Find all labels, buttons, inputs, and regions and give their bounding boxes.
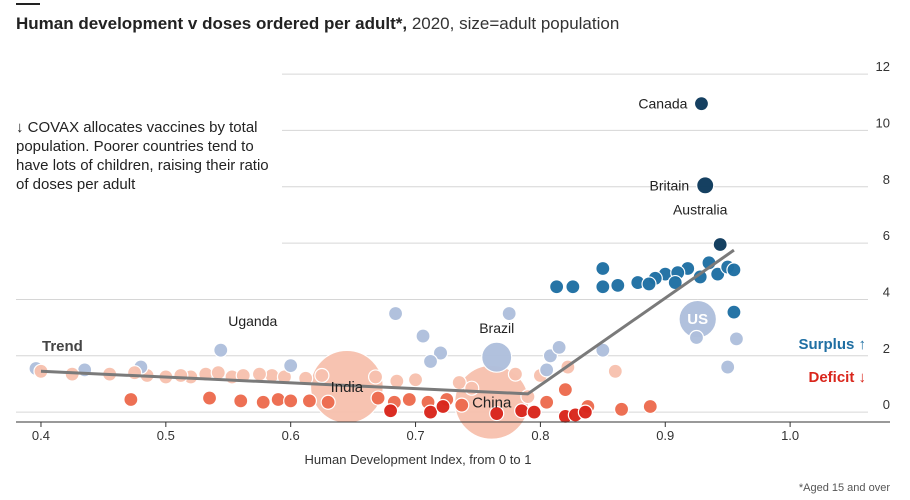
bubble [464, 380, 480, 396]
chart-title: Human development v doses ordered per ad… [16, 14, 619, 34]
bubble [422, 404, 439, 420]
bubble [367, 369, 384, 385]
bubble [501, 305, 517, 322]
bubble [557, 382, 573, 398]
bubble [454, 397, 470, 413]
bubble [565, 279, 581, 295]
legend-surplus: Surplus ↑ [798, 336, 866, 353]
bubble-britain [696, 176, 715, 195]
bubble [720, 359, 736, 375]
bubble [489, 405, 505, 422]
bubble [641, 276, 657, 292]
bubble [432, 345, 449, 361]
bubble [526, 404, 542, 420]
bubble-canada [693, 96, 710, 112]
bubble [726, 262, 742, 278]
x-tick-label: 0.7 [407, 428, 425, 443]
bubble [210, 365, 226, 381]
label-canada: Canada [638, 96, 687, 112]
y-tick-label: 8 [883, 172, 890, 187]
bubble [422, 353, 439, 370]
bubble [595, 260, 611, 277]
bubble [301, 393, 318, 409]
bubble [642, 398, 658, 415]
x-tick-label: 0.8 [531, 428, 549, 443]
bubble [255, 394, 271, 410]
x-tick-label: 0.9 [656, 428, 674, 443]
label-brazil: Brazil [479, 320, 514, 336]
y-tick-label: 12 [876, 59, 890, 74]
bubble [595, 279, 611, 295]
y-tick-label: 6 [883, 228, 890, 243]
bubble [415, 328, 431, 344]
bubble [320, 394, 336, 410]
bubble [539, 394, 555, 410]
bubble [251, 366, 268, 382]
bubble [688, 329, 705, 346]
bubble [610, 277, 626, 293]
label-uganda: Uganda [228, 313, 277, 329]
bubble [549, 279, 565, 295]
bubble [401, 391, 417, 408]
bubble [726, 304, 742, 320]
trend-line-group: Trend [40, 248, 735, 396]
bubble [382, 403, 399, 419]
axes: 0 2 4 6 8 10 12 0.4 0.5 0.6 0.7 0.8 0.9 1.0 Human Deve… [16, 59, 890, 467]
bubble [728, 331, 745, 347]
bubble [451, 374, 467, 391]
label-india: India [331, 379, 364, 396]
bubble [298, 370, 314, 386]
y-tick-label: 10 [876, 115, 890, 130]
bubble [123, 391, 139, 408]
legend-deficit: Deficit ↓ [808, 369, 866, 386]
bubble [551, 339, 567, 355]
bubble [270, 391, 286, 408]
bubble [435, 398, 451, 415]
bubble [539, 362, 555, 378]
bubble [233, 393, 249, 409]
label-britain: Britain [650, 177, 690, 193]
bubble [173, 367, 189, 384]
bubble [607, 363, 623, 379]
chart-subtitle: 2020, size=adult population [407, 14, 620, 33]
bubble [577, 404, 593, 420]
trend-line [40, 248, 735, 396]
covax-annotation: ↓ COVAX allocates vaccines by total popu… [16, 119, 269, 193]
bubble [314, 367, 330, 384]
y-tick-label: 4 [883, 284, 890, 299]
x-axis-label: Human Development Index, from 0 to 1 [305, 452, 532, 467]
bubble-uganda [213, 342, 229, 358]
bubble [283, 393, 299, 409]
bubble [407, 372, 424, 388]
bubble [283, 358, 299, 374]
bubble [387, 305, 404, 322]
bubble-australia [712, 236, 728, 253]
label-australia: Australia [673, 202, 728, 218]
x-tick-label: 0.5 [157, 428, 175, 443]
bubble [514, 403, 530, 419]
bubble [370, 390, 386, 406]
bubble [507, 366, 524, 382]
label-china: China [472, 394, 512, 411]
bubble [127, 365, 143, 381]
y-tick-label: 2 [883, 341, 890, 356]
trend-label: Trend [42, 338, 83, 355]
bubble [613, 401, 630, 417]
bubble-brazil [481, 341, 513, 373]
x-tick-label: 0.4 [32, 428, 50, 443]
footnote: *Aged 15 and over [798, 482, 890, 494]
point-labels: Canada Britain Australia US Uganda Brazil Indi… [228, 96, 727, 412]
y-tick-label: 0 [883, 397, 890, 412]
title-accent-bar [16, 3, 40, 5]
x-tick-label: 1.0 [781, 428, 799, 443]
bubble [201, 390, 218, 406]
label-us: US [687, 311, 708, 328]
x-tick-label: 0.6 [282, 428, 300, 443]
chart-title-main: Human development v doses ordered per ad… [16, 14, 408, 33]
